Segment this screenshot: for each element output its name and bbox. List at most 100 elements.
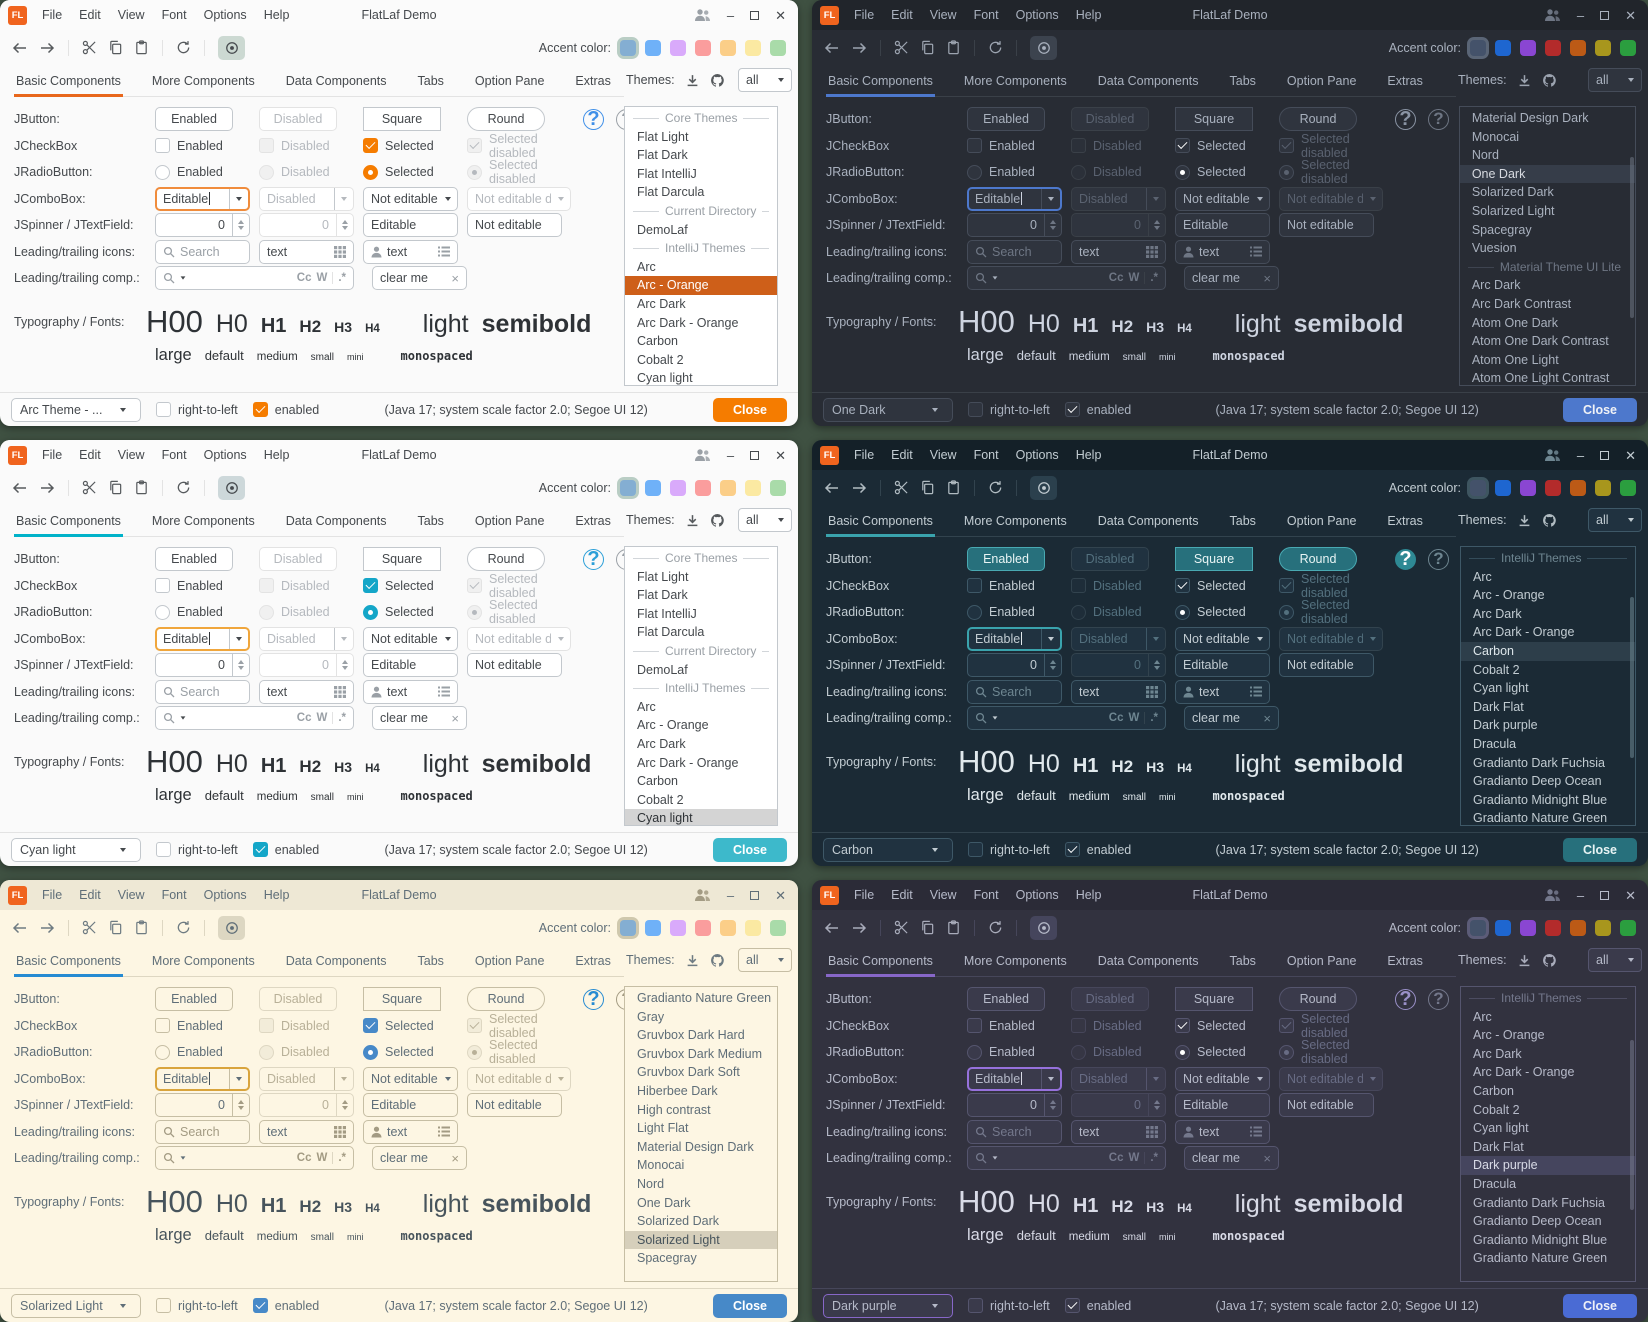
spinner[interactable]: 0 xyxy=(967,653,1062,678)
maximize-button[interactable] xyxy=(1600,450,1610,460)
right-to-left-checkbox[interactable]: right-to-left xyxy=(968,842,1050,857)
accent-swatch[interactable] xyxy=(770,919,786,936)
clear-me-field[interactable]: clear me × xyxy=(1184,1146,1279,1171)
tab-data-components[interactable]: Data Components xyxy=(285,73,387,88)
theme-list-item[interactable]: Arc - Orange xyxy=(637,718,709,733)
enabled-button[interactable]: Enabled xyxy=(155,107,233,132)
themes-filter-dropdown[interactable]: all xyxy=(738,508,792,532)
enabled-button[interactable]: Enabled xyxy=(967,547,1045,572)
forward-icon[interactable] xyxy=(39,41,55,55)
tab-more-components[interactable]: More Components xyxy=(151,513,255,528)
users-icon[interactable] xyxy=(1544,8,1561,22)
theme-list-item[interactable]: Gradianto Dark Fuchsia xyxy=(1473,1195,1606,1210)
menu-font[interactable]: Font xyxy=(973,888,999,902)
refresh-icon[interactable] xyxy=(176,920,191,935)
theme-list-item[interactable]: Cyan light xyxy=(637,371,693,386)
theme-list-item[interactable]: DemoLaf xyxy=(637,222,688,237)
checkbox-selected[interactable] xyxy=(363,138,378,154)
users-icon[interactable] xyxy=(694,448,711,462)
theme-list-item[interactable]: Atom One Light Contrast xyxy=(1471,371,1610,386)
theme-list-item[interactable]: Gruvbox Dark Hard xyxy=(637,1028,745,1043)
theme-list-item[interactable]: Solarized Dark xyxy=(637,1214,719,1229)
accent-swatch[interactable] xyxy=(670,919,686,936)
tab-option-pane[interactable]: Option Pane xyxy=(474,73,545,88)
minimize-button[interactable]: – xyxy=(1576,447,1585,463)
tab-extras[interactable]: Extras xyxy=(1387,73,1423,88)
help-button[interactable]: ? xyxy=(1395,988,1416,1010)
clear-icon[interactable]: × xyxy=(1263,270,1271,286)
tab-more-components[interactable]: More Components xyxy=(151,73,255,88)
theme-list-item[interactable]: Arc xyxy=(1473,569,1492,584)
download-icon[interactable] xyxy=(686,74,699,87)
paste-icon[interactable] xyxy=(946,40,961,55)
maximize-button[interactable] xyxy=(1600,10,1610,20)
chevron-down-icon[interactable] xyxy=(180,1156,186,1160)
github-icon[interactable] xyxy=(710,73,725,88)
theme-list-item[interactable]: Atom One Dark Contrast xyxy=(1471,334,1609,349)
theme-list-item[interactable]: High contrast xyxy=(637,1102,711,1117)
menu-view[interactable]: View xyxy=(929,448,957,462)
regex-toggle[interactable]: .* xyxy=(338,272,346,285)
accent-swatch[interactable] xyxy=(620,919,636,936)
accent-swatch[interactable] xyxy=(1545,479,1561,496)
checkbox-enabled[interactable] xyxy=(155,578,170,594)
textfield-editable[interactable]: Editable xyxy=(363,653,458,678)
theme-list-item[interactable]: Material Design Dark xyxy=(637,1139,754,1154)
checkbox-enabled[interactable] xyxy=(967,138,982,154)
theme-list-item[interactable]: Hiberbee Dark xyxy=(637,1083,718,1098)
theme-list-item[interactable]: Arc Dark - Orange xyxy=(1473,1065,1575,1080)
forward-icon[interactable] xyxy=(39,921,55,935)
themes-filter-dropdown[interactable]: all xyxy=(1588,68,1642,92)
radio-selected[interactable] xyxy=(1175,164,1190,180)
theme-list-item[interactable]: Gradianto Midnight Blue xyxy=(1473,1232,1608,1247)
theme-list-item[interactable]: Gradianto Deep Ocean xyxy=(1473,1214,1602,1229)
accent-swatch[interactable] xyxy=(1595,919,1611,936)
theme-dropdown[interactable]: Solarized Light xyxy=(11,1293,141,1318)
combobox-editable[interactable]: Editable xyxy=(155,186,250,211)
tab-extras[interactable]: Extras xyxy=(1387,953,1423,968)
whole-word-toggle[interactable]: W xyxy=(1128,712,1140,725)
theme-list-item[interactable]: Gradianto Dark Fuchsia xyxy=(1473,755,1606,770)
theme-list-item[interactable]: Arc Dark Contrast xyxy=(1471,296,1572,311)
menu-edit[interactable]: Edit xyxy=(79,888,101,902)
enabled-checkbox[interactable]: enabled xyxy=(252,1298,319,1313)
theme-list-item[interactable]: Arc xyxy=(637,699,656,714)
enabled-checkbox[interactable]: enabled xyxy=(1064,402,1131,417)
theme-list-item[interactable]: Carbon xyxy=(637,774,678,789)
themes-filter-dropdown[interactable]: all xyxy=(738,948,792,972)
theme-list-item[interactable]: Gradianto Midnight Blue xyxy=(1473,792,1608,807)
theme-list-item[interactable]: Cyan light xyxy=(1473,1121,1529,1136)
radio-selected[interactable] xyxy=(363,164,378,180)
spinner[interactable]: 0 xyxy=(155,653,250,678)
close-window-button[interactable]: ✕ xyxy=(1625,887,1636,903)
refresh-icon[interactable] xyxy=(988,480,1003,495)
clear-icon[interactable]: × xyxy=(1263,710,1271,726)
theme-list-item[interactable]: Dark Flat xyxy=(1473,699,1524,714)
refresh-icon[interactable] xyxy=(988,40,1003,55)
square-button[interactable]: Square xyxy=(363,987,441,1012)
search-field[interactable]: Search xyxy=(155,679,250,704)
accent-swatch[interactable] xyxy=(1470,479,1486,496)
radio-enabled[interactable] xyxy=(155,604,170,620)
accent-swatch[interactable] xyxy=(645,39,661,56)
square-button[interactable]: Square xyxy=(1175,107,1253,132)
combobox-not-editable[interactable]: Not editable xyxy=(1175,186,1270,211)
checkbox-enabled[interactable] xyxy=(155,1018,170,1034)
theme-list-item[interactable]: Arc Dark xyxy=(637,736,686,751)
theme-list-item[interactable]: Dracula xyxy=(1473,736,1517,751)
square-button[interactable]: Square xyxy=(1175,547,1253,572)
enabled-checkbox[interactable]: enabled xyxy=(252,842,319,857)
chevron-down-icon[interactable] xyxy=(180,716,186,720)
theme-list-item[interactable]: Arc Dark - Orange xyxy=(637,315,739,330)
cut-icon[interactable] xyxy=(82,920,97,935)
tab-basic-components[interactable]: Basic Components xyxy=(14,945,123,977)
regex-toggle[interactable]: .* xyxy=(1150,272,1158,285)
accent-swatch[interactable] xyxy=(1520,39,1536,56)
accent-swatch[interactable] xyxy=(770,39,786,56)
refresh-icon[interactable] xyxy=(176,40,191,55)
text-field-user-list[interactable]: text xyxy=(1175,679,1270,704)
tab-option-pane[interactable]: Option Pane xyxy=(1286,953,1357,968)
theme-dropdown[interactable]: Dark purple xyxy=(823,1293,953,1318)
accent-swatch[interactable] xyxy=(695,479,711,496)
close-button[interactable]: Close xyxy=(713,837,787,862)
